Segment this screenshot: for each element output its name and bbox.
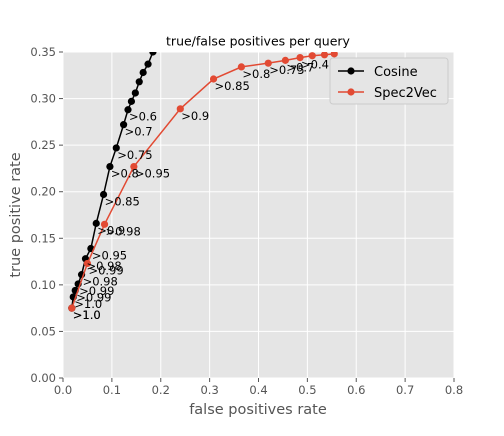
point-label: >1.0 <box>73 308 101 322</box>
data-point <box>281 56 289 64</box>
point-label: >0.6 <box>129 110 157 124</box>
y-tick-label: 0.30 <box>30 92 56 106</box>
point-label: >0.98 <box>86 259 121 273</box>
data-point <box>296 53 304 62</box>
data-point <box>124 106 132 114</box>
data-point <box>127 97 136 105</box>
x-tick-label: 0.0 <box>54 383 72 397</box>
x-tick-label: 0.1 <box>103 383 121 397</box>
y-tick-label: 0.25 <box>30 138 56 152</box>
point-label: >0.99 <box>79 284 114 298</box>
x-tick-label: 0.8 <box>445 383 463 397</box>
data-point <box>131 89 139 97</box>
data-point <box>209 75 218 83</box>
point-label: >0.8 <box>242 67 270 81</box>
data-point <box>92 219 100 227</box>
point-label: >1.0 <box>73 308 101 322</box>
y-axis-label: true positive rate <box>8 152 24 277</box>
point-label: >0.7 <box>125 125 153 139</box>
point-label: >1.0 <box>74 297 102 311</box>
data-point <box>99 190 108 199</box>
x-tick-label: 0.2 <box>152 383 170 397</box>
point-label: >0.8 <box>111 167 139 181</box>
data-point <box>106 162 114 171</box>
point-label: >0.85 <box>215 79 250 93</box>
point-label: >0.75 <box>269 63 304 77</box>
legend-label: Cosine <box>374 65 418 80</box>
data-point <box>120 121 128 129</box>
point-label: >0.98 <box>106 224 141 238</box>
legend-marker <box>347 88 355 96</box>
x-tick-label: 0.5 <box>298 383 316 397</box>
data-point <box>308 52 316 60</box>
legend-marker <box>347 67 355 75</box>
data-point <box>320 52 329 59</box>
point-label: >0.98 <box>83 275 118 289</box>
data-point <box>130 162 138 171</box>
x-tick-label: 0.4 <box>249 383 267 397</box>
data-point <box>144 60 152 68</box>
y-tick-label: 0.20 <box>30 185 56 199</box>
data-point <box>83 259 92 268</box>
data-point <box>330 52 338 58</box>
x-tick-label: 0.3 <box>200 383 218 397</box>
point-label: >0.4 <box>301 58 329 72</box>
y-tick-label: 0.35 <box>30 45 56 59</box>
point-label: >0.99 <box>88 263 123 277</box>
y-tick-label: 0.15 <box>30 231 56 245</box>
point-label: >0.7 <box>286 60 314 74</box>
data-point <box>149 52 157 56</box>
data-point <box>100 220 109 228</box>
point-label: >0.9 <box>181 109 209 123</box>
point-label: >0.85 <box>105 195 140 209</box>
data-point <box>176 105 184 113</box>
y-tick-label: 0.10 <box>30 278 56 292</box>
data-point <box>68 304 76 312</box>
point-label: >0.75 <box>117 148 152 162</box>
data-point <box>135 78 143 86</box>
point-label: >0.9 <box>97 223 125 237</box>
data-point <box>139 68 147 77</box>
chart-title: true/false positives per query <box>166 34 351 49</box>
data-point <box>237 63 245 71</box>
y-tick-label: 0.05 <box>30 324 56 338</box>
point-label: >0.95 <box>92 249 127 263</box>
legend-label: Spec2Vec <box>374 86 437 101</box>
point-label: >0.95 <box>135 167 170 181</box>
data-point <box>112 144 120 152</box>
point-label: >0.99 <box>76 290 111 304</box>
x-axis-label: false positives rate <box>189 402 327 418</box>
x-tick-label: 0.6 <box>347 383 365 397</box>
x-tick-label: 0.7 <box>396 383 414 397</box>
data-point <box>264 59 272 67</box>
y-tick-label: 0.00 <box>30 371 56 385</box>
